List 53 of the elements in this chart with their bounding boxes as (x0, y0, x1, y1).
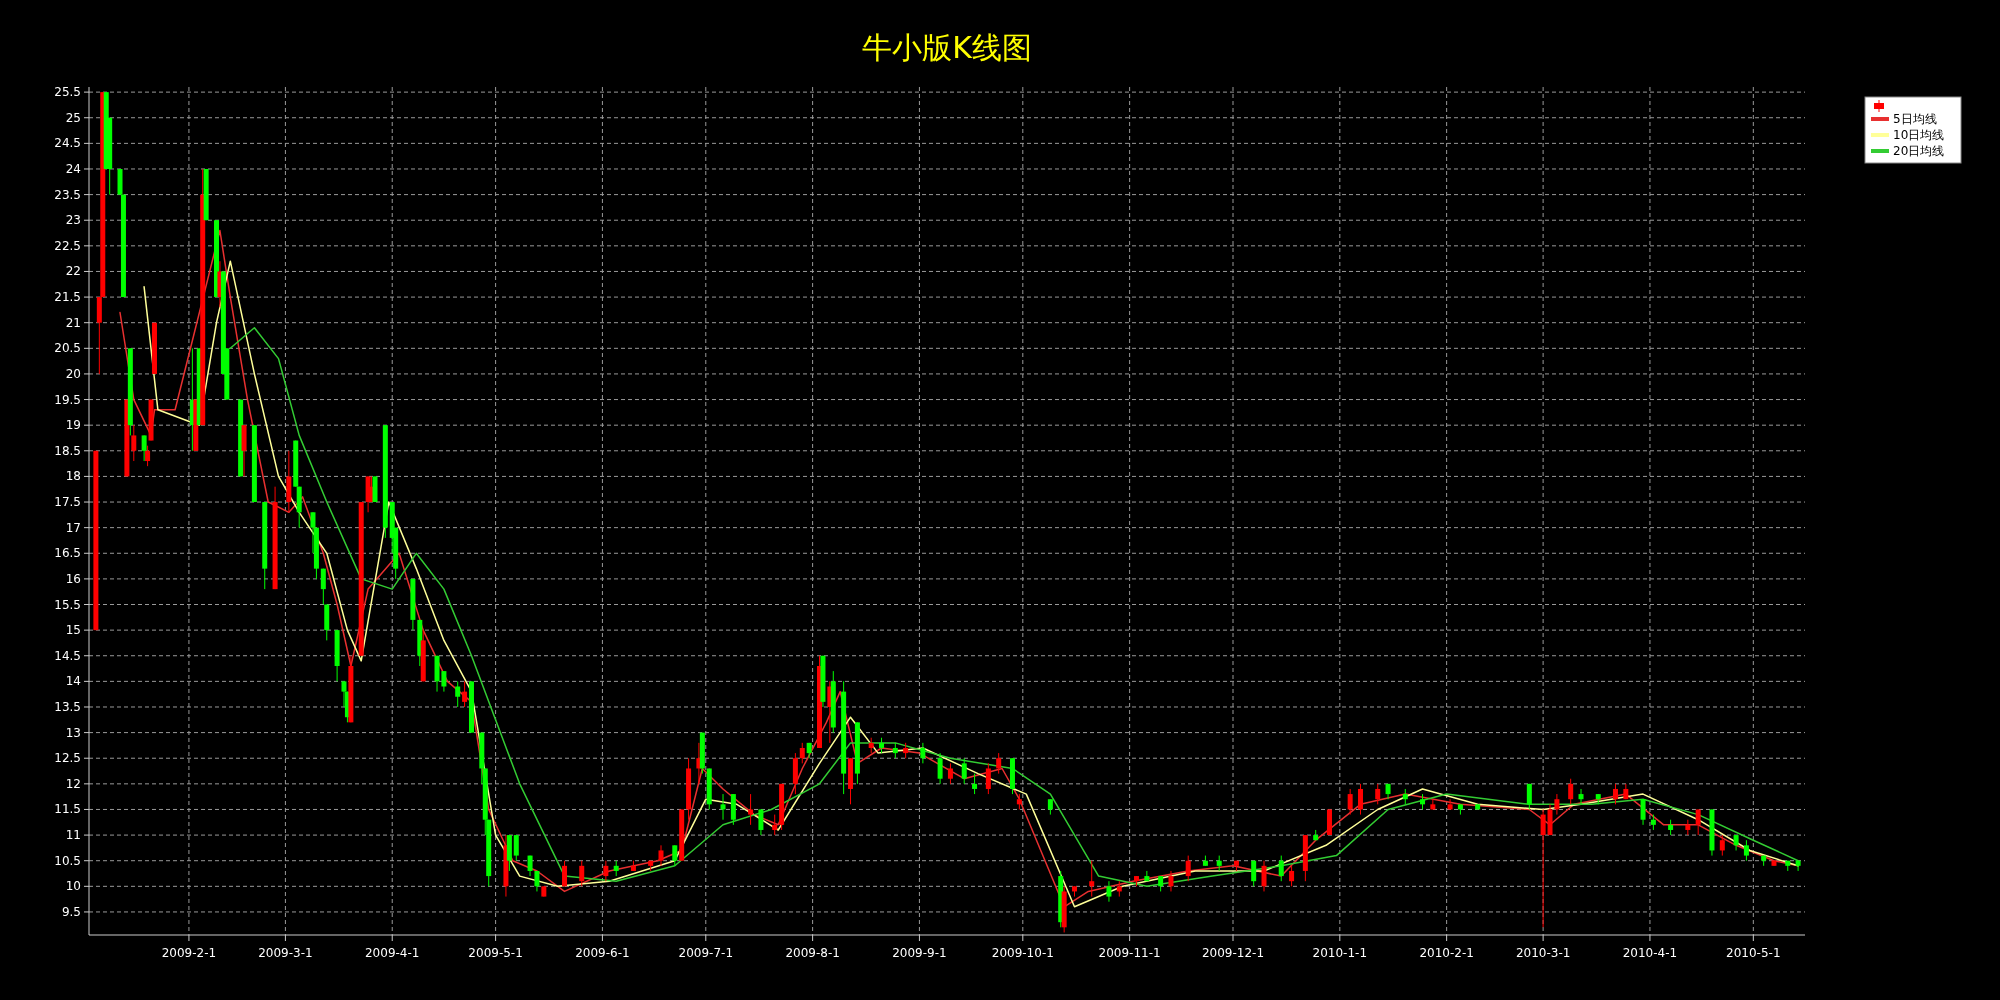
chart-title: 牛小版K线图 (862, 30, 1032, 65)
x-tick-label: 2009-10-1 (991, 946, 1054, 960)
y-tick-label: 16.5 (54, 546, 81, 561)
y-tick-label: 17 (65, 520, 81, 535)
x-tick-label: 2009-9-1 (892, 946, 947, 960)
y-tick-label: 13.5 (54, 699, 81, 714)
y-tick-label: 23 (65, 213, 81, 228)
y-tick-label: 19 (65, 418, 81, 433)
x-tick-label: 2009-6-1 (575, 946, 630, 960)
y-tick-label: 24.5 (54, 136, 81, 151)
y-tick-label: 12 (65, 776, 81, 791)
x-tick-label: 2010-1-1 (1312, 946, 1368, 960)
y-tick-label: 13 (65, 725, 81, 740)
y-tick-label: 10 (65, 879, 81, 894)
y-tick-label: 19.5 (54, 392, 81, 407)
x-tick-label: 2009-7-1 (678, 946, 734, 960)
y-tick-label: 24 (65, 161, 81, 176)
x-tick-label: 2010-4-1 (1622, 946, 1678, 960)
y-tick-label: 20.5 (54, 341, 81, 356)
y-tick-label: 21 (65, 315, 81, 330)
y-tick-label: 11.5 (54, 802, 81, 817)
y-tick-label: 15.5 (54, 597, 81, 612)
y-tick-label: 14.5 (54, 648, 81, 663)
y-tick-label: 20 (65, 366, 81, 381)
x-tick-label: 2009-3-1 (258, 946, 313, 960)
y-tick-label: 18.5 (54, 443, 81, 458)
y-tick-label: 15 (65, 623, 81, 638)
y-tick-label: 22 (65, 264, 81, 279)
x-tick-label: 2009-4-1 (364, 946, 420, 960)
y-tick-label: 23.5 (54, 187, 81, 202)
y-tick-label: 25 (65, 110, 81, 125)
x-tick-label: 2009-12-1 (1201, 946, 1265, 960)
y-tick-label: 18 (65, 469, 81, 484)
x-tick-label: 2009-2-1 (161, 946, 217, 960)
y-tick-label: 10.5 (54, 853, 81, 868)
legend-label: 5日均线 (1893, 112, 1937, 126)
x-tick-label: 2009-11-1 (1098, 946, 1161, 960)
legend-label: 20日均线 (1893, 144, 1945, 158)
y-tick-label: 22.5 (54, 238, 81, 253)
legend-label: 10日均线 (1893, 128, 1945, 142)
y-tick-label: 16 (65, 571, 81, 586)
y-tick-label: 17.5 (54, 495, 81, 510)
y-tick-label: 21.5 (54, 290, 81, 305)
y-tick-label: 14 (65, 674, 81, 689)
y-tick-label: 11 (65, 828, 81, 843)
y-tick-label: 9.5 (61, 904, 81, 919)
y-tick-label: 12.5 (54, 751, 81, 766)
x-tick-label: 2010-2-1 (1419, 946, 1474, 960)
x-tick-label: 2010-5-1 (1726, 946, 1781, 960)
x-tick-label: 2009-5-1 (468, 946, 523, 960)
x-tick-label: 2010-3-1 (1515, 946, 1571, 960)
x-tick-label: 2009-8-1 (785, 946, 840, 960)
y-tick-label: 25.5 (54, 85, 81, 100)
